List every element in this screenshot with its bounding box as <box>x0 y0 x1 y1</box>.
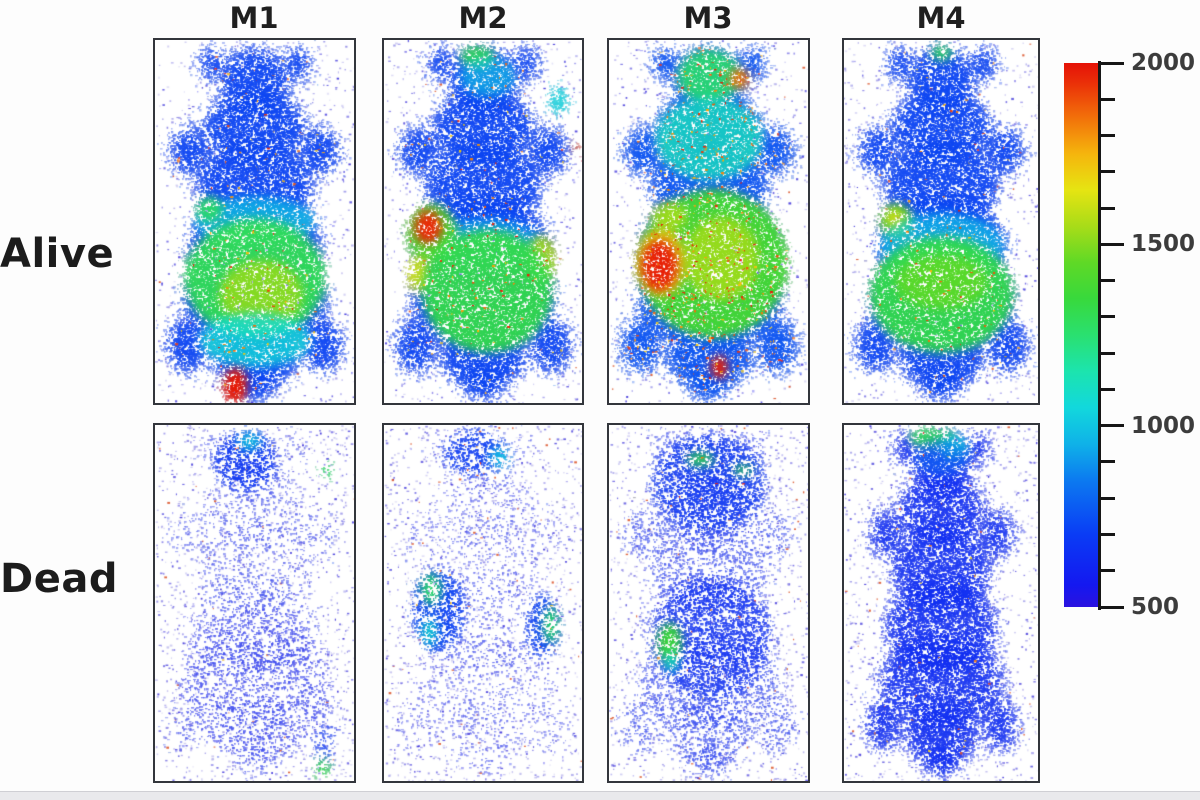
row-label-alive: Alive <box>0 231 115 277</box>
colorbar-tick-label-1000: 1000 <box>1131 413 1196 439</box>
row-label-dead: Dead <box>0 556 118 602</box>
colorbar-minor-tick <box>1098 206 1115 210</box>
panel-alive-m2 <box>382 38 584 405</box>
panel-alive-m1 <box>153 38 356 405</box>
mouse-heatmap-alive-m1 <box>155 40 354 403</box>
colorbar-minor-tick <box>1098 97 1115 101</box>
colorbar-tick-label-2000: 2000 <box>1131 50 1196 76</box>
colorbar-minor-tick <box>1098 134 1115 138</box>
mouse-heatmap-dead-m1 <box>155 425 354 781</box>
mouse-heatmap-dead-m3 <box>609 425 808 781</box>
colorbar-minor-tick <box>1098 569 1115 573</box>
panel-alive-m3 <box>607 38 810 405</box>
panel-dead-m4 <box>842 423 1040 783</box>
colorbar-major-tick <box>1098 605 1124 609</box>
colorbar-major-tick <box>1098 242 1124 246</box>
colorbar-major-tick <box>1098 424 1124 428</box>
panel-dead-m1 <box>153 423 356 783</box>
colorbar-tick-label-1500: 1500 <box>1131 231 1196 257</box>
column-header-m1: M1 <box>229 1 279 35</box>
colorbar-minor-tick <box>1098 170 1115 174</box>
mouse-heatmap-alive-m2 <box>384 40 582 403</box>
column-header-m3: M3 <box>683 1 733 35</box>
colorbar-axis <box>1098 61 1101 610</box>
colorbar-major-tick <box>1098 61 1124 65</box>
colorbar-minor-tick <box>1098 532 1115 536</box>
colorbar-minor-tick <box>1098 279 1115 283</box>
colorbar-minor-tick <box>1098 496 1115 500</box>
colorbar-tick-label-500: 500 <box>1131 594 1180 620</box>
mouse-heatmap-alive-m4 <box>844 40 1038 403</box>
column-header-m4: M4 <box>916 1 966 35</box>
mouse-heatmap-dead-m4 <box>844 425 1038 781</box>
colorbar-minor-tick <box>1098 315 1115 319</box>
colorbar-gradient <box>1064 63 1098 607</box>
mouse-heatmap-alive-m3 <box>609 40 808 403</box>
panel-dead-m3 <box>607 423 810 783</box>
column-header-m2: M2 <box>458 1 508 35</box>
colorbar-minor-tick <box>1098 351 1115 355</box>
bottom-band <box>0 791 1200 800</box>
panel-dead-m2 <box>382 423 584 783</box>
colorbar-minor-tick <box>1098 387 1115 391</box>
colorbar-minor-tick <box>1098 460 1115 464</box>
panel-alive-m4 <box>842 38 1040 405</box>
mouse-heatmap-dead-m2 <box>384 425 582 781</box>
